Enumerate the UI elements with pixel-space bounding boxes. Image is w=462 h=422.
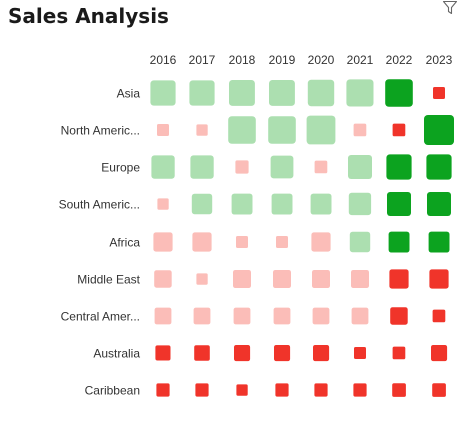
heatmap-cell-europe-2016[interactable] bbox=[151, 155, 175, 179]
y-tick-label-north-americ: North Americ... bbox=[61, 124, 140, 138]
heatmap-cell-north-americ-2019[interactable] bbox=[268, 116, 296, 144]
heatmap-cell-europe-2021[interactable] bbox=[348, 155, 372, 179]
y-tick-label-middle-east: Middle East bbox=[77, 273, 140, 287]
heatmap-cell-africa-2018[interactable] bbox=[236, 236, 248, 248]
heatmap-cell-africa-2021[interactable] bbox=[349, 231, 371, 253]
heatmap-cell-caribbean-2017[interactable] bbox=[195, 383, 209, 397]
heatmap-cell-middle-east-2016[interactable] bbox=[154, 270, 172, 288]
heatmap-cell-europe-2017[interactable] bbox=[190, 155, 214, 179]
heatmap-cell-caribbean-2020[interactable] bbox=[314, 383, 328, 397]
heatmap-cell-europe-2023[interactable] bbox=[426, 154, 452, 180]
heatmap-cell-central-amer-2020[interactable] bbox=[312, 307, 330, 325]
x-tick-label-2020: 2020 bbox=[308, 53, 335, 67]
heatmap-cell-middle-east-2018[interactable] bbox=[233, 270, 251, 288]
heatmap-cell-central-amer-2017[interactable] bbox=[193, 307, 211, 325]
heatmap-cell-north-americ-2022[interactable] bbox=[392, 123, 406, 137]
x-tick-label-2022: 2022 bbox=[386, 53, 413, 67]
heatmap-cell-europe-2022[interactable] bbox=[386, 154, 412, 180]
heatmap-cell-australia-2017[interactable] bbox=[194, 345, 210, 361]
heatmap-cell-central-amer-2021[interactable] bbox=[351, 307, 369, 325]
heatmap-cell-south-americ-2022[interactable] bbox=[387, 192, 411, 216]
heatmap-cell-australia-2022[interactable] bbox=[392, 346, 406, 360]
heatmap-cell-asia-2020[interactable] bbox=[307, 79, 335, 107]
heatmap-cell-caribbean-2019[interactable] bbox=[275, 383, 289, 397]
heatmap-cell-africa-2016[interactable] bbox=[153, 232, 173, 252]
heatmap-cell-north-americ-2021[interactable] bbox=[353, 123, 367, 137]
heatmap-cell-africa-2019[interactable] bbox=[276, 236, 288, 248]
heatmap-cell-australia-2019[interactable] bbox=[274, 345, 291, 362]
heatmap-cell-north-americ-2017[interactable] bbox=[196, 124, 208, 136]
heatmap-cell-australia-2016[interactable] bbox=[155, 345, 171, 361]
heatmap-cell-central-amer-2018[interactable] bbox=[233, 307, 251, 325]
heatmap-cell-caribbean-2022[interactable] bbox=[392, 383, 406, 397]
heatmap-cell-australia-2023[interactable] bbox=[431, 345, 448, 362]
heatmap-cell-asia-2023[interactable] bbox=[433, 87, 445, 99]
heatmap-cell-africa-2020[interactable] bbox=[311, 232, 331, 252]
heatmap-cell-africa-2023[interactable] bbox=[428, 231, 450, 253]
heatmap-cell-europe-2019[interactable] bbox=[270, 155, 294, 179]
heatmap-cell-middle-east-2022[interactable] bbox=[389, 269, 409, 289]
heatmap-cell-caribbean-2023[interactable] bbox=[432, 383, 446, 397]
heatmap-cell-central-amer-2022[interactable] bbox=[390, 307, 408, 325]
heatmap-cell-middle-east-2017[interactable] bbox=[196, 273, 208, 285]
heatmap-cell-middle-east-2019[interactable] bbox=[273, 270, 291, 288]
heatmap-cell-north-americ-2020[interactable] bbox=[306, 115, 336, 145]
y-tick-label-caribbean: Caribbean bbox=[85, 384, 140, 398]
heatmap-cell-south-americ-2018[interactable] bbox=[231, 193, 253, 215]
heatmap-cell-australia-2021[interactable] bbox=[354, 347, 366, 359]
heatmap-cell-north-americ-2023[interactable] bbox=[424, 115, 454, 145]
heatmap-cell-south-americ-2017[interactable] bbox=[191, 193, 213, 215]
heatmap-cell-south-americ-2021[interactable] bbox=[348, 192, 372, 216]
heatmap-cell-asia-2018[interactable] bbox=[229, 80, 255, 106]
heatmap-cell-central-amer-2019[interactable] bbox=[273, 307, 291, 325]
heatmap-cell-middle-east-2023[interactable] bbox=[429, 269, 449, 289]
y-tick-label-south-americ: South Americ... bbox=[59, 198, 140, 212]
heatmap-cell-australia-2020[interactable] bbox=[313, 345, 330, 362]
heatmap-cell-south-americ-2023[interactable] bbox=[427, 192, 451, 216]
heatmap-cell-caribbean-2016[interactable] bbox=[156, 383, 170, 397]
heatmap-cell-caribbean-2018[interactable] bbox=[236, 384, 248, 396]
y-tick-label-central-amer: Central Amer... bbox=[61, 310, 140, 324]
x-tick-label-2017: 2017 bbox=[189, 53, 216, 67]
y-tick-label-australia: Australia bbox=[93, 347, 140, 361]
heatmap-cell-north-americ-2018[interactable] bbox=[228, 116, 256, 144]
filter-icon[interactable] bbox=[442, 0, 458, 16]
heatmap-cell-middle-east-2020[interactable] bbox=[312, 270, 330, 288]
heatmap-cell-europe-2018[interactable] bbox=[235, 160, 249, 174]
heatmap-cell-australia-2018[interactable] bbox=[234, 345, 251, 362]
heatmap-cell-south-americ-2016[interactable] bbox=[157, 198, 169, 210]
heatmap-cell-caribbean-2021[interactable] bbox=[353, 383, 367, 397]
heatmap-cell-asia-2019[interactable] bbox=[269, 80, 295, 106]
heatmap-cell-africa-2017[interactable] bbox=[192, 232, 212, 252]
chart-title: Sales Analysis bbox=[8, 4, 169, 28]
y-tick-label-africa: Africa bbox=[109, 236, 140, 250]
heatmap-cell-central-amer-2016[interactable] bbox=[154, 307, 172, 325]
x-tick-label-2019: 2019 bbox=[269, 53, 296, 67]
heatmap-cell-south-americ-2019[interactable] bbox=[271, 193, 293, 215]
x-tick-label-2021: 2021 bbox=[347, 53, 374, 67]
y-tick-label-asia: Asia bbox=[117, 87, 141, 101]
heatmap-cell-asia-2022[interactable] bbox=[385, 79, 413, 107]
x-tick-label-2018: 2018 bbox=[229, 53, 256, 67]
heatmap-cell-asia-2016[interactable] bbox=[150, 80, 176, 106]
x-tick-label-2023: 2023 bbox=[426, 53, 453, 67]
heatmap-cell-asia-2021[interactable] bbox=[346, 79, 374, 107]
x-tick-label-2016: 2016 bbox=[150, 53, 177, 67]
heatmap-cell-middle-east-2021[interactable] bbox=[351, 270, 369, 288]
heatmap-cell-central-amer-2023[interactable] bbox=[432, 309, 446, 323]
heatmap-cell-asia-2017[interactable] bbox=[189, 80, 215, 106]
heatmap-cell-north-americ-2016[interactable] bbox=[157, 124, 169, 136]
y-tick-label-europe: Europe bbox=[101, 161, 140, 175]
heatmap-cell-south-americ-2020[interactable] bbox=[310, 193, 332, 215]
heatmap-cell-africa-2022[interactable] bbox=[388, 231, 410, 253]
heatmap-cell-europe-2020[interactable] bbox=[314, 160, 328, 174]
